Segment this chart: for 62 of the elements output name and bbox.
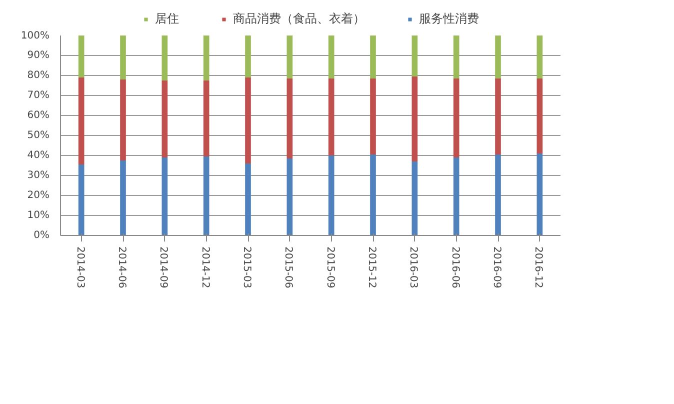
bar xyxy=(78,164,84,236)
bar xyxy=(203,36,210,80)
y-tick-label: 100% xyxy=(20,30,50,42)
legend-label: 服务性消费 xyxy=(419,10,479,28)
bar xyxy=(453,158,460,236)
bar xyxy=(370,78,376,154)
bar xyxy=(162,158,168,236)
bar xyxy=(120,80,126,160)
bar xyxy=(328,36,334,78)
bar xyxy=(245,164,251,236)
bar xyxy=(495,78,501,154)
legend-label: 居住 xyxy=(155,10,179,28)
bar xyxy=(162,36,168,80)
x-tick-label: 2015-09 xyxy=(324,246,336,288)
y-tick-label: 70% xyxy=(27,90,50,101)
x-tick-label: 2014-03 xyxy=(74,246,86,288)
bar xyxy=(120,160,126,236)
y-tick-label: 50% xyxy=(27,130,50,141)
bar xyxy=(286,36,293,78)
bar xyxy=(245,78,251,164)
bar xyxy=(286,158,293,236)
bar xyxy=(495,36,501,78)
y-tick-label: 80% xyxy=(27,70,50,81)
y-tick-label: 30% xyxy=(27,170,50,181)
bar xyxy=(162,80,168,158)
bar xyxy=(203,80,210,156)
bar xyxy=(78,78,84,164)
y-tick-label: 40% xyxy=(27,150,50,161)
y-tick-label: 20% xyxy=(27,190,50,201)
x-tick-label: 2016-06 xyxy=(449,246,460,288)
bar xyxy=(412,76,418,162)
x-tick-label: 2016-09 xyxy=(491,246,502,288)
bar xyxy=(370,154,376,236)
y-tick-label: 10% xyxy=(27,210,50,221)
x-tick-label: 2016-12 xyxy=(532,246,544,288)
bar xyxy=(286,78,293,158)
x-tick-label: 2015-06 xyxy=(282,246,294,288)
bar xyxy=(120,36,126,80)
bar xyxy=(536,36,543,78)
x-tick-label: 2015-12 xyxy=(366,246,377,288)
bar xyxy=(412,36,418,76)
bar xyxy=(495,154,501,236)
y-tick-label: 90% xyxy=(27,50,50,61)
bar xyxy=(78,36,84,78)
bar xyxy=(453,78,460,158)
bar xyxy=(245,36,251,78)
legend-label: 商品消费（食品、衣着） xyxy=(233,10,365,28)
bar xyxy=(536,154,543,236)
x-tick-label: 2014-06 xyxy=(116,246,127,288)
bar xyxy=(370,36,376,78)
x-tick-label: 2014-09 xyxy=(158,246,169,288)
bar xyxy=(328,78,334,156)
bar xyxy=(453,36,460,78)
bar xyxy=(536,78,543,154)
x-tick-label: 2015-03 xyxy=(241,246,252,288)
x-tick-label: 2016-03 xyxy=(408,246,419,288)
bar xyxy=(328,156,334,236)
bar xyxy=(203,156,210,236)
x-tick-label: 2014-12 xyxy=(199,246,210,288)
bar xyxy=(412,162,418,236)
y-tick-label: 0% xyxy=(34,230,50,241)
y-tick-label: 60% xyxy=(27,110,50,121)
